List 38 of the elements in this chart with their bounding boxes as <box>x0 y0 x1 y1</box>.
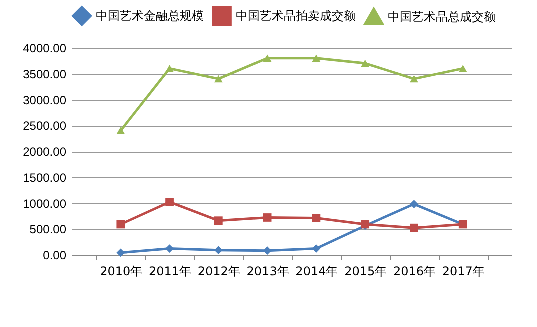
point <box>263 214 272 222</box>
point <box>166 198 174 206</box>
point <box>410 200 418 208</box>
point <box>214 75 223 83</box>
point <box>410 75 418 83</box>
x-tick-label: 2013年 <box>246 264 290 278</box>
x-tick-label: 2011年 <box>149 264 192 278</box>
legend-label: 中国艺术品拍卖成交额 <box>236 9 356 24</box>
y-tick-label: 1500.00 <box>23 170 67 185</box>
y-tick-label: 4000.00 <box>23 42 67 56</box>
y-tick-label: 500.00 <box>30 222 67 237</box>
point <box>458 65 468 72</box>
y-tick-label: 1000.00 <box>23 196 67 211</box>
point <box>410 224 418 232</box>
point <box>166 65 174 72</box>
point <box>214 216 223 226</box>
legend-label: 中国艺术品总成交额 <box>388 10 496 24</box>
x-tick-label: 2017年 <box>442 264 485 278</box>
x-tick-label: 2014年 <box>296 264 338 278</box>
point <box>116 127 126 134</box>
y-tick-label: 2000.00 <box>23 145 67 159</box>
x-tick-label: 2015年 <box>344 264 388 278</box>
y-tick-label: 3500.00 <box>23 67 67 82</box>
point <box>116 248 126 258</box>
point <box>116 220 126 229</box>
x-tick-label: 2016年 <box>393 264 436 278</box>
y-tick-label: 3000.00 <box>23 93 67 108</box>
y-tick-label: 2500.00 <box>23 119 67 134</box>
point <box>361 60 370 68</box>
point <box>312 214 321 222</box>
point <box>312 244 321 253</box>
point <box>312 54 321 62</box>
x-tick-label: 2010年 <box>100 264 143 278</box>
legend-label: 中国艺术金融总规模 <box>96 9 204 24</box>
point <box>166 244 174 253</box>
x-tick-label: 2012年 <box>198 264 240 278</box>
point <box>263 54 272 62</box>
y-tick-label: 0.00 <box>43 248 67 262</box>
